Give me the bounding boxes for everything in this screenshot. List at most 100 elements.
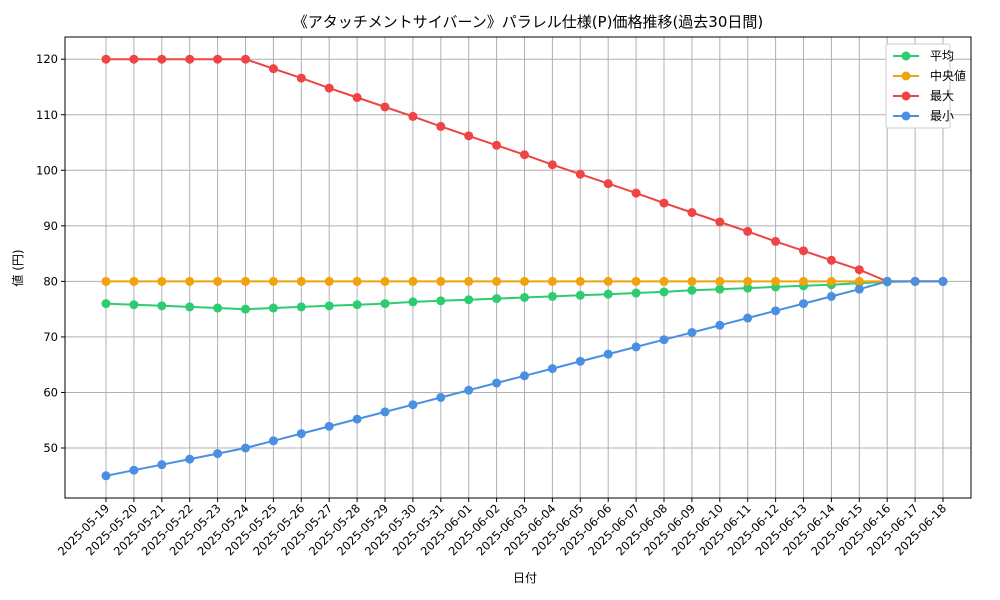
data-point	[241, 304, 250, 314]
data-point	[380, 102, 390, 112]
data-point	[213, 276, 223, 286]
legend-swatch-marker	[901, 91, 911, 101]
data-point	[547, 291, 557, 301]
data-point	[575, 276, 585, 286]
data-point	[436, 392, 446, 402]
data-point	[882, 276, 892, 286]
data-point	[185, 302, 195, 312]
legend-box	[885, 43, 951, 129]
data-point	[213, 303, 223, 313]
x-axis-label: 日付	[513, 571, 537, 585]
legend-label: 最小	[930, 109, 954, 123]
data-point	[241, 54, 250, 64]
data-point	[631, 276, 641, 286]
data-point	[743, 276, 753, 286]
data-point	[631, 342, 641, 352]
y-tick-label: 110	[36, 108, 58, 122]
data-point	[659, 335, 669, 345]
data-point	[129, 54, 139, 64]
data-point	[715, 284, 725, 294]
data-point	[575, 169, 585, 179]
data-point	[129, 300, 139, 310]
data-point	[492, 140, 502, 150]
data-point	[296, 73, 306, 83]
data-point	[631, 188, 641, 198]
data-point	[659, 198, 669, 208]
legend-swatch-marker	[901, 71, 911, 81]
y-axis-label: 値 (円)	[10, 249, 25, 286]
x-axis: 2025-05-192025-05-202025-05-212025-05-22…	[55, 498, 949, 558]
legend-swatch-marker	[901, 51, 911, 61]
data-point	[826, 276, 836, 286]
data-point	[603, 276, 613, 286]
data-point	[380, 299, 390, 309]
data-point	[436, 276, 446, 286]
legend-label: 平均	[930, 49, 954, 63]
data-point	[324, 276, 334, 286]
legend-label: 中央値	[930, 68, 966, 83]
data-point	[771, 306, 781, 316]
data-point	[715, 276, 725, 286]
y-tick-label: 90	[43, 219, 58, 233]
data-point	[268, 64, 278, 74]
y-axis: 50 60 70 80 90 100 110 120	[36, 52, 65, 455]
y-tick-label: 80	[43, 274, 58, 288]
data-point	[296, 276, 306, 286]
data-point	[826, 255, 836, 265]
legend-label: 最大	[930, 89, 954, 103]
data-point	[854, 276, 864, 286]
data-point	[799, 299, 808, 309]
data-point	[771, 276, 781, 286]
data-point	[492, 294, 502, 304]
data-point	[547, 276, 557, 286]
data-point	[464, 385, 474, 395]
chart-title: 《アタッチメントサイバーン》パラレル仕様(P)価格推移(過去30日間)	[293, 13, 764, 31]
data-point	[659, 276, 669, 286]
data-point	[408, 111, 418, 121]
data-point	[603, 349, 613, 359]
data-point	[241, 276, 250, 286]
data-point	[687, 208, 697, 218]
data-point	[687, 285, 697, 295]
plot-area-frame	[64, 36, 972, 499]
data-point	[492, 276, 502, 286]
data-point	[352, 300, 362, 310]
data-point	[213, 449, 223, 459]
data-point	[799, 246, 808, 256]
data-point	[715, 320, 725, 330]
data-point	[436, 121, 446, 131]
data-point	[603, 179, 613, 189]
data-point	[129, 276, 139, 286]
data-point	[799, 276, 808, 286]
y-tick-label: 120	[36, 52, 58, 66]
data-point	[464, 276, 474, 286]
data-point	[380, 407, 390, 417]
data-point	[743, 283, 753, 293]
data-point	[520, 292, 529, 302]
data-point	[520, 150, 529, 160]
series-2	[101, 54, 948, 286]
data-point	[157, 301, 167, 311]
data-point	[268, 303, 278, 313]
data-point	[380, 276, 390, 286]
y-tick-label: 100	[36, 163, 58, 177]
data-point	[659, 287, 669, 297]
data-point	[324, 301, 334, 311]
data-point	[854, 284, 864, 294]
data-point	[268, 276, 278, 286]
data-point	[157, 460, 167, 470]
grid-lines	[65, 37, 971, 498]
data-point	[854, 265, 864, 275]
data-point	[101, 276, 111, 286]
data-point	[687, 276, 697, 286]
data-point	[771, 236, 781, 246]
data-point	[547, 364, 557, 374]
data-point	[687, 327, 697, 337]
data-point	[352, 93, 362, 103]
data-point	[408, 297, 418, 307]
data-point	[603, 289, 613, 299]
data-point	[296, 302, 306, 312]
data-point	[938, 276, 948, 286]
